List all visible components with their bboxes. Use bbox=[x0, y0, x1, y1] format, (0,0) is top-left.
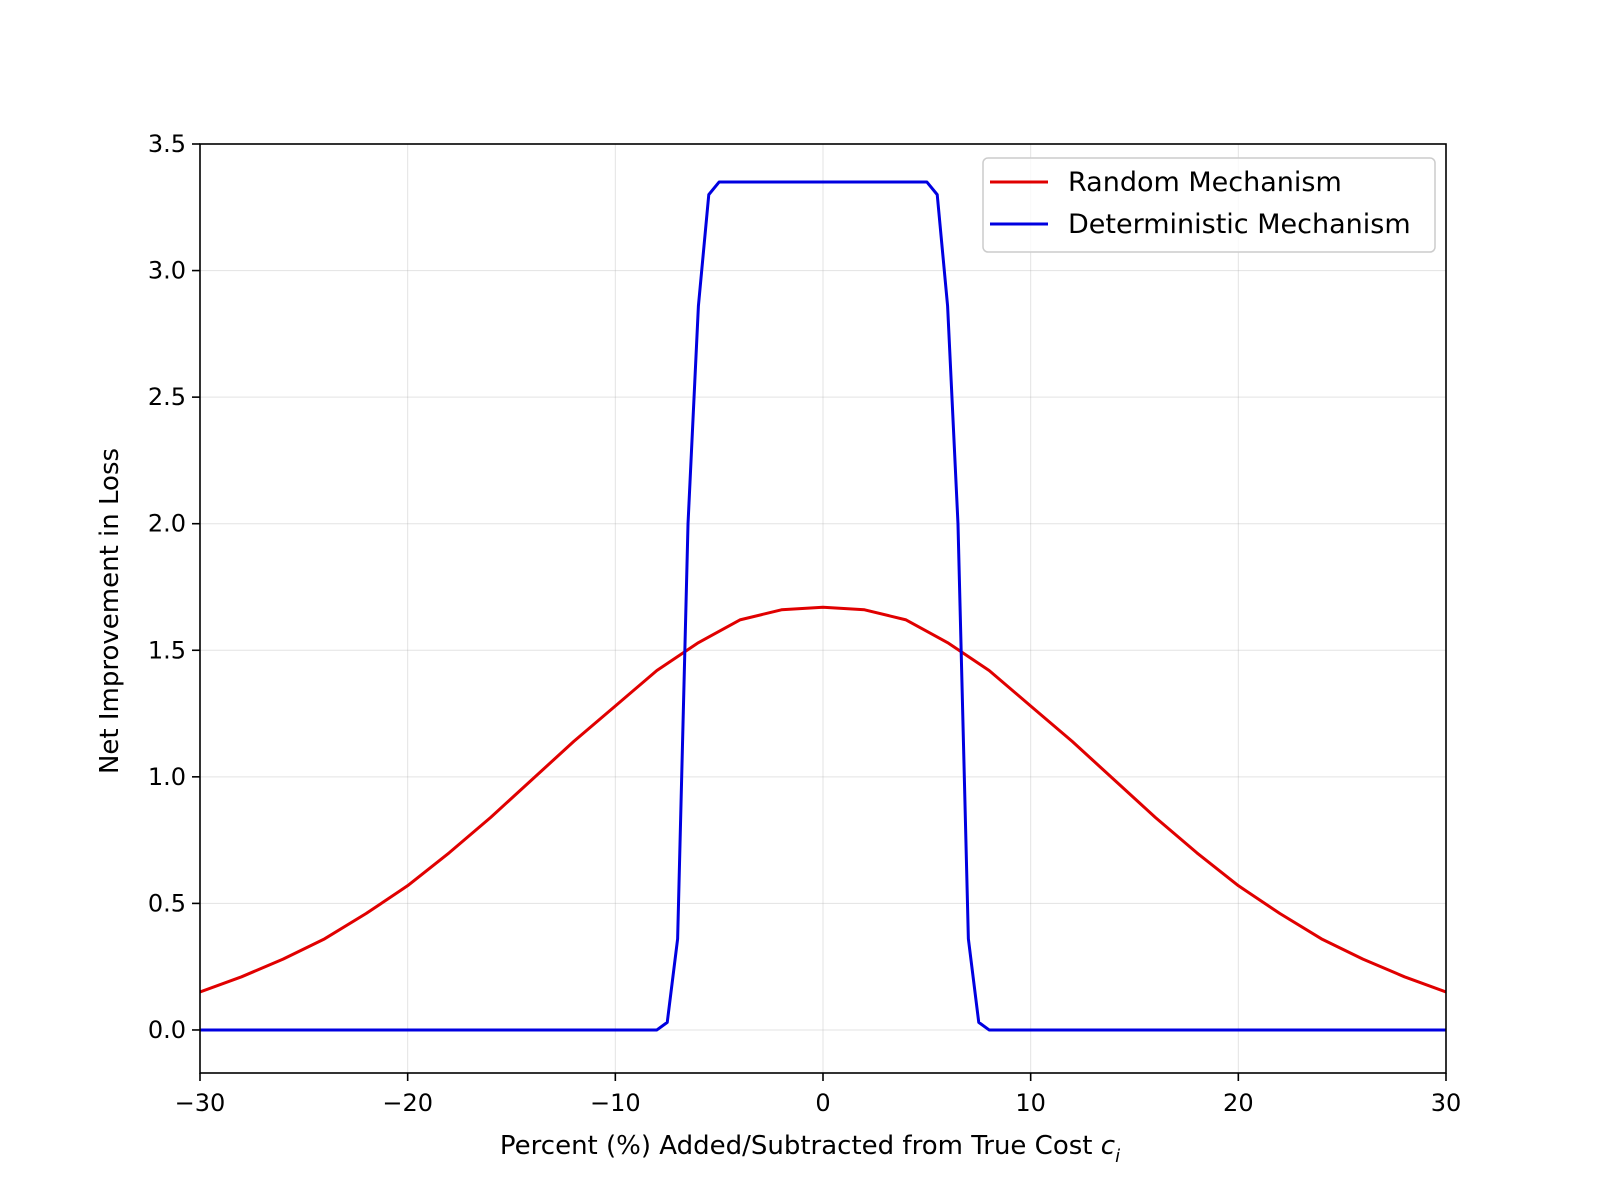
x-axis: −30 −20 −10 0 10 20 30 bbox=[175, 1073, 1462, 1117]
y-tick-label: 2.0 bbox=[148, 510, 186, 538]
x-tick-label: 0 bbox=[815, 1089, 830, 1117]
y-tick-label: 3.5 bbox=[148, 130, 186, 158]
y-tick-label: 1.5 bbox=[148, 636, 186, 664]
series-line-random-mechanism bbox=[200, 605, 1446, 994]
series-line-deterministic-mechanism bbox=[200, 180, 1446, 1032]
legend: Random Mechanism Deterministic Mechanism bbox=[982, 157, 1436, 253]
legend-label-random-mechanism: Random Mechanism bbox=[1068, 167, 1342, 198]
y-tick-label: 0.0 bbox=[148, 1016, 186, 1044]
x-tick-label: 30 bbox=[1431, 1089, 1462, 1117]
x-tick-label: 20 bbox=[1223, 1089, 1254, 1117]
x-tick-label: −20 bbox=[382, 1089, 433, 1117]
x-tick-label: 10 bbox=[1015, 1089, 1046, 1117]
x-axis-label-math: c bbox=[1101, 1131, 1115, 1161]
y-tick-label: 0.5 bbox=[148, 889, 186, 917]
x-tick-label: −10 bbox=[590, 1089, 641, 1117]
x-axis-label-subscript: i bbox=[1115, 1146, 1120, 1167]
x-axis-label: Percent (%) Added/Subtracted from True C… bbox=[500, 1131, 1120, 1167]
y-axis-label: Net Improvement in Loss bbox=[95, 448, 125, 774]
y-axis: 0.0 0.5 1.0 1.5 2.0 2.5 3.0 3.5 bbox=[148, 130, 200, 1044]
y-tick-label: 1.0 bbox=[148, 763, 186, 791]
legend-box bbox=[982, 157, 1436, 253]
y-tick-label: 3.0 bbox=[148, 257, 186, 285]
x-tick-label: −30 bbox=[175, 1089, 226, 1117]
y-tick-label: 2.5 bbox=[148, 383, 186, 411]
grid-lines bbox=[199, 143, 1447, 1073]
legend-label-deterministic-mechanism: Deterministic Mechanism bbox=[1068, 209, 1411, 240]
series-lines bbox=[200, 180, 1446, 1032]
